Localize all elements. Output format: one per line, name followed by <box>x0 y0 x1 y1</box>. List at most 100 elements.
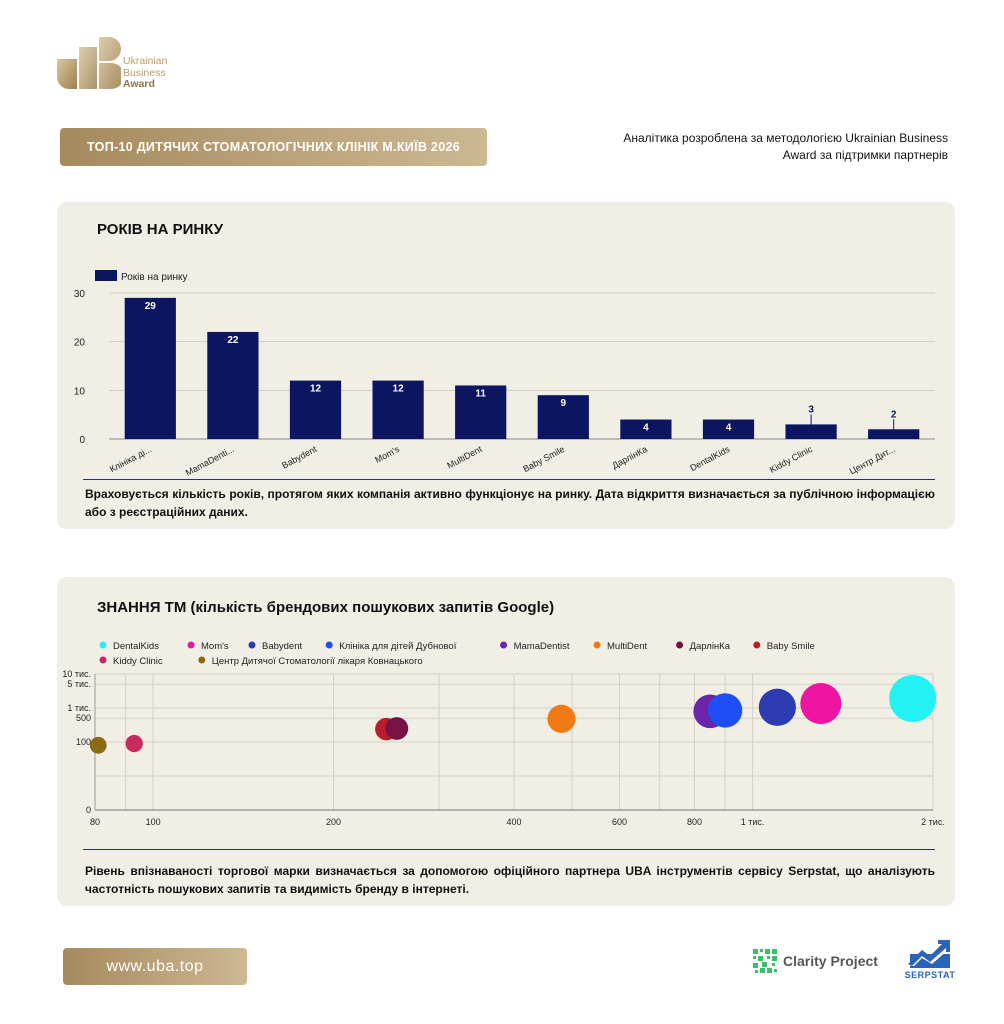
y-tick-label: 0 <box>86 805 91 815</box>
y-tick-label: 20 <box>74 338 86 349</box>
brand-logo: Ukrainian Business Award <box>57 37 177 91</box>
legend-label: MultiDent <box>607 641 647 652</box>
years-note: Враховується кількість років, протягом я… <box>85 487 935 519</box>
y-tick-label: 500 <box>76 713 91 723</box>
bubble <box>125 734 143 753</box>
bar <box>868 429 920 439</box>
years-card-title: РОКІВ НА РИНКУ <box>97 221 224 238</box>
legend-label: Клініка для дітей Дубнової <box>339 641 457 652</box>
legend-label: Babydent <box>262 641 303 652</box>
bubble <box>758 688 796 726</box>
serpstat-logo: SERPSTAT <box>902 940 958 984</box>
brand-awareness-card: ЗНАННЯ ТМ (кількість брендових пошукових… <box>57 577 955 906</box>
awareness-note: Рівень впізнаваності торгової марки визн… <box>85 864 935 896</box>
awareness-bubble-chart: DentalKids Mom's Babydent Клініка для дітей… <box>62 641 945 827</box>
x-tick-label: 400 <box>506 817 521 827</box>
data-label: 2 <box>891 409 897 420</box>
years-card: РОКІВ НА РИНКУ Років на ринку 0 10 20 30 29 Кл… <box>57 202 955 529</box>
bar <box>620 419 672 439</box>
x-tick-label: Kiddy Clinic <box>768 444 815 475</box>
data-label: 9 <box>561 398 567 409</box>
intro-text: Аналітика розроблена за методологією Ukr… <box>623 131 948 162</box>
bubble <box>800 683 842 725</box>
x-tick-label: Baby Smile <box>521 444 566 474</box>
bar <box>702 419 755 439</box>
bar <box>455 385 507 439</box>
legend-label: Mom's <box>201 641 229 652</box>
bar <box>537 395 589 439</box>
data-label: 4 <box>726 423 732 434</box>
x-tick-label: 80 <box>90 817 100 827</box>
clarity-project-logo: Clarity Project <box>753 948 893 974</box>
bar <box>785 424 837 439</box>
legend-marker <box>325 641 333 649</box>
y-tick-label: 10 <box>74 386 86 397</box>
data-label: 3 <box>808 404 814 415</box>
legend-label: Центр Дитячої Стоматології лікаря Ковнац… <box>212 656 423 667</box>
x-tick-label: Клініка ді... <box>108 444 153 474</box>
bar <box>124 297 176 439</box>
brand-line-3: Award <box>123 78 155 90</box>
y-tick-label: 5 тис. <box>67 679 91 689</box>
x-tick-label: MultiDent <box>445 444 484 471</box>
legend-swatch <box>95 270 117 281</box>
serpstat-label: SERPSTAT <box>904 970 956 980</box>
data-label: 12 <box>393 384 405 395</box>
legend-marker <box>500 641 508 649</box>
data-label: 22 <box>227 335 239 346</box>
data-label: 29 <box>145 301 157 312</box>
data-label: 11 <box>475 388 486 399</box>
legend-marker <box>248 641 256 649</box>
bubble <box>889 675 937 723</box>
clarity-grid-icon <box>753 949 777 973</box>
x-tick-label: 600 <box>612 817 627 827</box>
legend-marker <box>676 641 684 649</box>
data-label: 12 <box>310 384 322 395</box>
x-tick-label: 200 <box>326 817 341 827</box>
y-tick-label: 0 <box>79 435 85 446</box>
y-tick-label: 10 тис. <box>62 669 91 679</box>
serpstat-chart-icon <box>908 940 952 968</box>
x-tick-label: 2 тис. <box>921 817 945 827</box>
brand-line-2: Business <box>123 66 166 79</box>
legend-marker <box>99 656 107 664</box>
brand-line-1: Ukrainian <box>123 55 168 67</box>
bar <box>207 331 259 439</box>
y-tick-label: 30 <box>74 289 86 300</box>
legend-marker <box>198 656 206 664</box>
legend-marker <box>753 641 761 649</box>
data-label: 4 <box>643 423 649 434</box>
page-title: ТОП-10 ДИТЯЧИХ СТОМАТОЛОГІЧНИХ КЛІНІК М.… <box>60 128 487 166</box>
years-divider <box>83 479 935 480</box>
bubble <box>385 717 409 740</box>
legend-marker <box>593 641 601 649</box>
bubble <box>89 736 107 754</box>
y-tick-label: 1 тис. <box>67 703 91 713</box>
x-tick-label: Mom's <box>373 444 401 465</box>
clarity-project-label: Clarity Project <box>783 953 878 969</box>
awareness-card-title: ЗНАННЯ ТМ (кількість брендових пошукових… <box>97 599 555 616</box>
legend-label: Kiddy Clinic <box>113 656 163 667</box>
legend-label: Baby Smile <box>767 641 815 652</box>
uba-logo-icon <box>57 37 121 89</box>
y-tick-label: 100 <box>76 737 91 747</box>
bar <box>289 380 342 439</box>
bar <box>372 380 424 439</box>
x-tick-label: Babydent <box>280 444 319 471</box>
x-tick-label: 1 тис. <box>741 817 765 827</box>
x-tick-label: MamaDenti... <box>184 444 236 478</box>
bubble <box>547 704 576 733</box>
legend-label: DentalKids <box>113 641 159 652</box>
legend-label: ДарлінКа <box>690 641 731 652</box>
x-tick-label: Центр Дит... <box>848 444 897 476</box>
bubble <box>707 693 743 728</box>
x-tick-label: 800 <box>687 817 702 827</box>
legend-label: MamaDentist <box>514 641 570 652</box>
legend-marker <box>99 641 107 649</box>
awareness-divider <box>83 849 935 850</box>
legend-label: Років на ринку <box>121 272 188 283</box>
x-tick-label: 100 <box>146 817 161 827</box>
site-url-link[interactable]: www.uba.top <box>63 948 247 985</box>
x-tick-label: DentalKids <box>688 444 732 473</box>
